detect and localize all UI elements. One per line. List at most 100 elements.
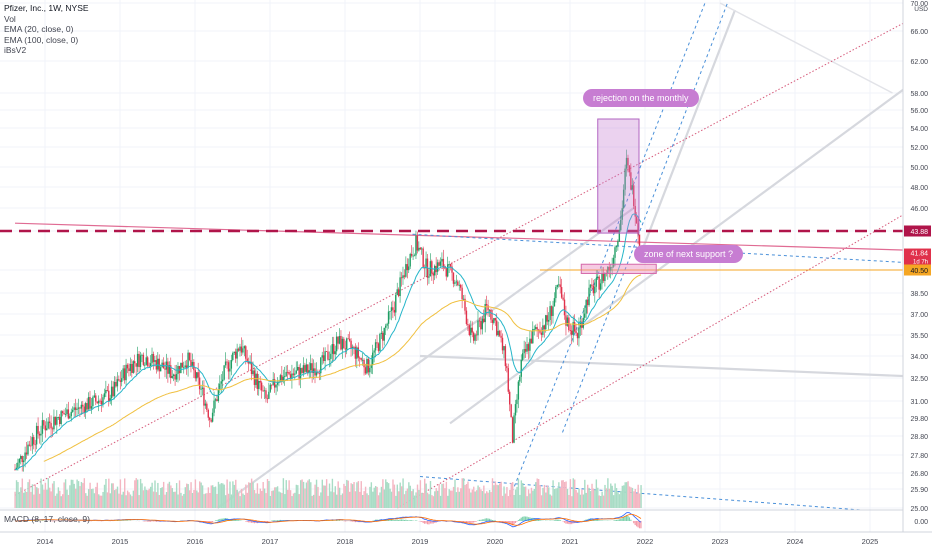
volume-bar (431, 495, 433, 508)
candle-body (157, 358, 159, 370)
candle-body (341, 338, 344, 350)
legend-item-ema100[interactable]: EMA (100, close, 0) (4, 34, 79, 45)
volume-bar (624, 482, 626, 508)
volume-bar (54, 495, 57, 508)
candle-body (322, 355, 325, 362)
volume-bar (216, 493, 218, 508)
legend-item-ema20[interactable]: EMA (20, close, 0) (4, 24, 74, 35)
ema100-line (43, 274, 642, 462)
volume-bar (507, 496, 510, 508)
macd-histogram-bar (481, 519, 483, 521)
blue-channel-line (509, 2, 706, 498)
candle-body (395, 294, 397, 313)
volume-bar (377, 495, 380, 508)
candle-body (318, 372, 321, 374)
macd-histogram-bar (233, 519, 235, 521)
candle-body (343, 338, 345, 349)
volume-bar (243, 494, 246, 508)
macd-histogram-bar (331, 520, 333, 521)
candle-body (99, 400, 101, 402)
price-tick-label: 32.50 (910, 376, 928, 383)
macd-histogram-bar (571, 521, 573, 525)
macd-histogram-bar (144, 521, 146, 522)
macd-histogram-bar (501, 521, 504, 523)
volume-bar (138, 495, 140, 508)
macd-histogram-bar (209, 521, 211, 523)
volume-bar (294, 492, 296, 508)
volume-bar (53, 481, 55, 508)
candle-body (269, 384, 271, 392)
candle-body (459, 284, 462, 288)
volume-bar (259, 488, 261, 508)
candle-body (236, 348, 238, 359)
macd-histogram-bar (428, 521, 430, 525)
candle-body (197, 372, 199, 378)
volume-bar (197, 492, 199, 508)
volume-bar (444, 488, 446, 508)
candle-body (625, 157, 628, 169)
macd-histogram-bar (118, 520, 120, 521)
candle-body (109, 398, 111, 402)
macd-histogram-bar (351, 521, 354, 522)
candle-body (439, 261, 442, 266)
legend-item-vol[interactable]: Vol (4, 13, 16, 24)
candle-body (585, 299, 587, 314)
volume-bar (390, 491, 393, 508)
volume-bar (210, 485, 212, 508)
legend-item-ibsv2[interactable]: iBsV2 (4, 45, 27, 56)
volume-bar (219, 484, 221, 508)
price-tick-label: 48.00 (910, 185, 928, 192)
macd-histogram-bar (160, 521, 162, 522)
price-tick-label: 26.80 (910, 471, 928, 478)
candle-body (506, 366, 508, 369)
macd-histogram-bar (36, 520, 38, 521)
volume-bar (23, 492, 25, 508)
candle-body (265, 390, 267, 399)
candle-body (273, 379, 276, 388)
candle-body (237, 348, 240, 351)
volume-bar (249, 482, 251, 508)
volume-bar (499, 483, 501, 508)
volume-bar (527, 489, 530, 508)
candle-body (289, 374, 292, 379)
candle-body (614, 247, 616, 258)
candle-body (514, 404, 517, 416)
candle-body (136, 353, 139, 367)
volume-bar (438, 484, 440, 508)
volume-bar (452, 486, 455, 508)
macd-histogram-bar (422, 521, 424, 524)
support-callout[interactable]: zone of next support ? (634, 245, 744, 263)
candle-body (320, 357, 322, 374)
macd-histogram-bar (374, 519, 377, 521)
candle-body (144, 364, 146, 366)
candle-body (552, 306, 554, 316)
rejection-callout[interactable]: rejection on the monthly (583, 89, 699, 107)
volume-bar (213, 487, 215, 508)
volume-bar (18, 491, 21, 508)
volume-bar (86, 495, 88, 508)
pink-resistance-line (14, 222, 916, 251)
candle-body (397, 289, 400, 297)
candle-body (175, 374, 178, 380)
volume-bar (637, 484, 639, 508)
candle-body (331, 344, 334, 354)
candle-body (31, 437, 34, 446)
macd-label[interactable]: MACD (8, 17, close, 9) (4, 514, 90, 524)
volume-bar (30, 491, 32, 508)
candle-body (491, 319, 494, 323)
candle-body (298, 367, 300, 379)
volume-bar (148, 488, 150, 508)
candle-body (229, 368, 231, 372)
candle-body (555, 286, 557, 299)
macd-histogram-bar (281, 520, 283, 521)
macd-histogram-bar (539, 520, 541, 521)
volume-bar (445, 481, 448, 508)
macd-histogram-bar (601, 520, 603, 521)
gray-trendline (419, 354, 916, 378)
volume-bar (119, 479, 122, 508)
volume-bar (43, 489, 45, 508)
candle-body (607, 266, 609, 274)
year-tick-label: 2023 (712, 537, 729, 546)
